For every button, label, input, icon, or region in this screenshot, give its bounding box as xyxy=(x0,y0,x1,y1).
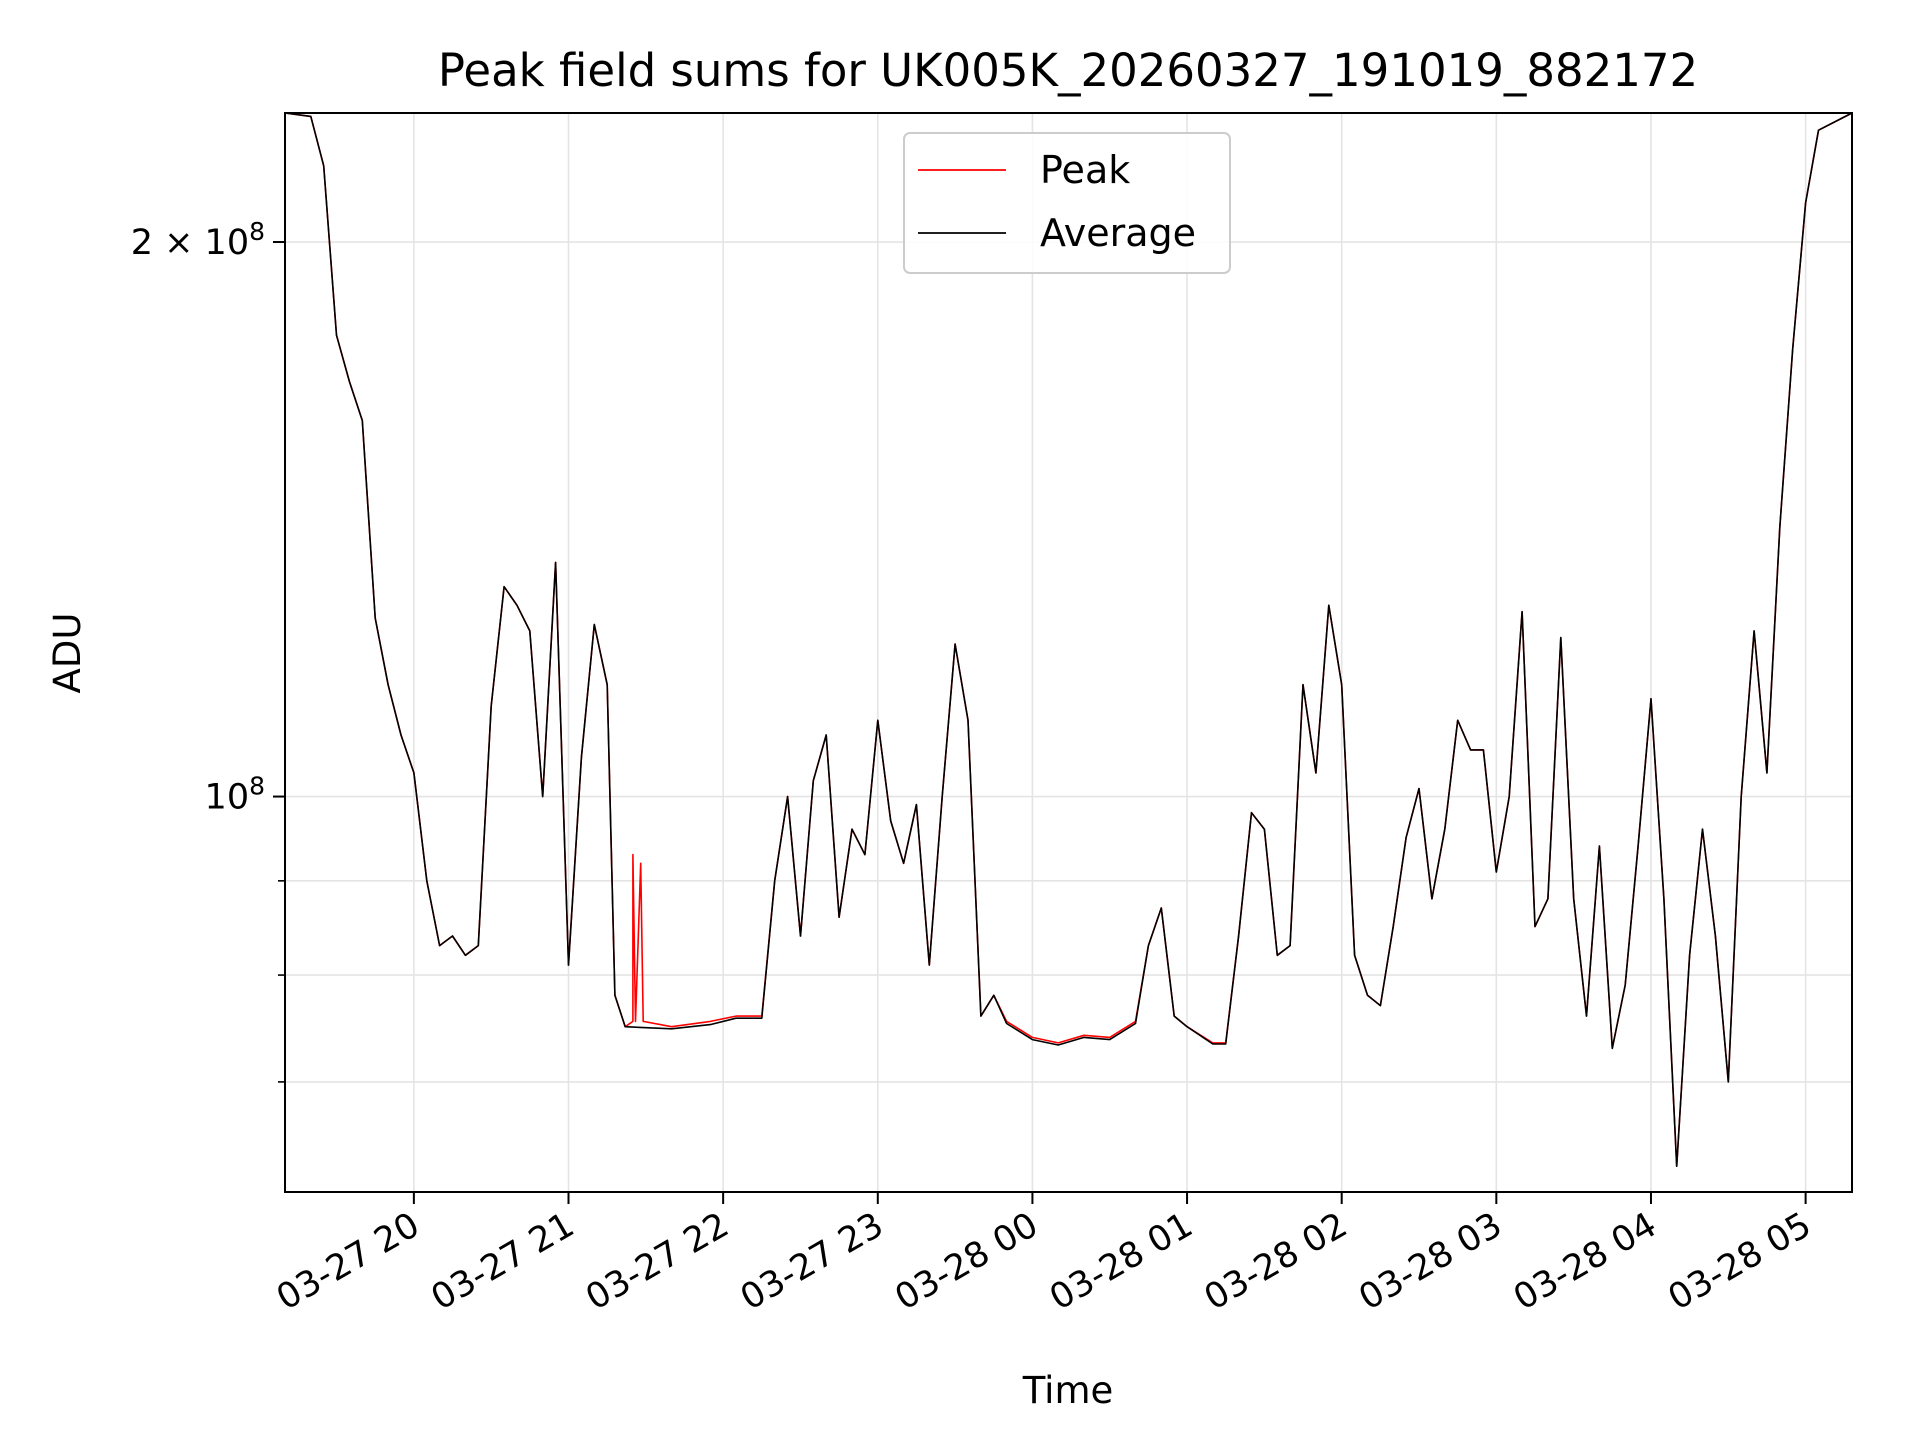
legend-box xyxy=(903,132,1231,274)
series-layer xyxy=(284,112,1853,1167)
chart-title: Peak field sums for UK005K_20260327_1910… xyxy=(438,44,1698,97)
legend-label-peak: Peak xyxy=(1040,148,1130,192)
legend: Peak Average xyxy=(903,132,1231,274)
y-tick-label: 108 xyxy=(205,772,265,818)
legend-label-average: Average xyxy=(1040,211,1196,255)
plot-frame xyxy=(284,112,1853,1193)
x-axis-title: Time xyxy=(1022,1369,1114,1412)
series-line-average xyxy=(284,112,1853,1167)
y-tick-label: 2 × 108 xyxy=(131,217,265,263)
y-axis-title: ADU xyxy=(46,613,89,694)
